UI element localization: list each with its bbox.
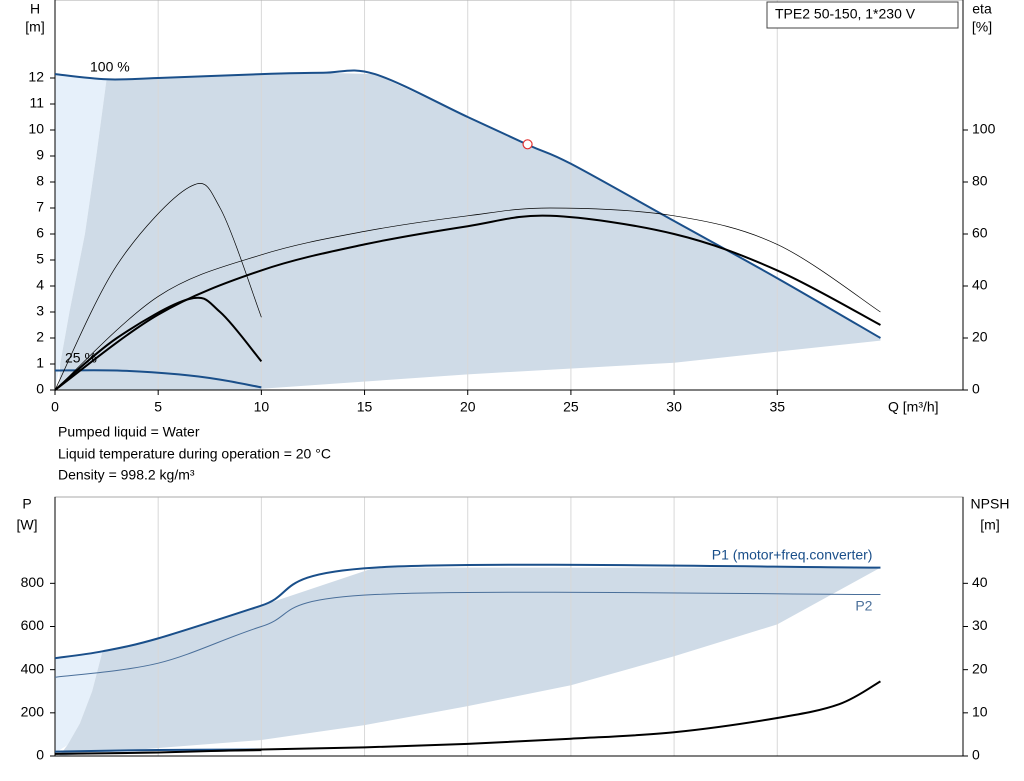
y-tick-label: 12 — [28, 69, 44, 85]
y2-tick-label: 20 — [972, 329, 988, 345]
y-tick-label: 6 — [36, 225, 44, 241]
y2-axis-label: eta — [972, 1, 992, 17]
y-tick-label: 5 — [36, 251, 44, 267]
note: Liquid temperature during operation = 20… — [58, 446, 331, 462]
y2-tick-label: 0 — [972, 747, 980, 763]
y-tick-label: 0 — [36, 747, 44, 763]
y-tick-label: 11 — [29, 95, 44, 111]
y2-tick-label: 10 — [972, 704, 988, 720]
y2-tick-label: 60 — [972, 225, 988, 241]
x-tick-label: 5 — [154, 399, 162, 415]
operating-area — [55, 651, 103, 753]
chart-title: TPE2 50-150, 1*230 V — [775, 6, 916, 22]
x-tick-label: 10 — [254, 399, 270, 415]
y-tick-label: 9 — [36, 147, 44, 163]
series-label: P2 — [855, 597, 872, 613]
y-axis-label: P — [22, 496, 31, 512]
y2-tick-label: 30 — [972, 617, 988, 633]
y2-tick-label: 40 — [972, 574, 988, 590]
x-tick-label: 25 — [563, 399, 579, 415]
y-tick-label: 3 — [36, 303, 44, 319]
y-axis-label: H — [30, 1, 40, 17]
x-tick-label: 30 — [666, 399, 682, 415]
y2-tick-label: 100 — [972, 121, 996, 137]
x-tick-label: 15 — [357, 399, 373, 415]
annotation: 100 % — [90, 59, 130, 75]
y2-tick-label: 20 — [972, 660, 988, 676]
note: Density = 998.2 kg/m³ — [58, 467, 195, 483]
y-tick-label: 8 — [36, 173, 44, 189]
operating-area — [59, 567, 881, 756]
y-tick-label: 2 — [36, 329, 44, 345]
y2-tick-label: 80 — [972, 173, 988, 189]
curve — [54, 563, 881, 660]
y2-axis-label: [m] — [980, 517, 999, 533]
y-tick-label: 10 — [28, 121, 44, 137]
y-axis-label: [m] — [25, 19, 44, 35]
x-tick-label: 0 — [51, 399, 59, 415]
y2-axis-label: NPSH — [971, 496, 1010, 512]
annotation: 25 % — [65, 350, 97, 366]
y-tick-label: 200 — [21, 704, 45, 720]
note: Pumped liquid = Water — [58, 424, 200, 440]
y-tick-label: 1 — [36, 355, 44, 371]
x-axis-label: Q [m³/h] — [888, 399, 939, 415]
curve — [54, 183, 262, 391]
curve — [54, 369, 262, 389]
y2-tick-label: 0 — [972, 381, 980, 397]
curve — [54, 680, 881, 755]
y-tick-label: 600 — [21, 617, 45, 633]
curve — [54, 296, 263, 391]
curve — [54, 69, 881, 339]
series-label: P1 (motor+freq.converter) — [712, 546, 873, 562]
y-tick-label: 0 — [36, 381, 44, 397]
y-tick-label: 400 — [21, 660, 45, 676]
operating-area — [55, 74, 107, 390]
curve — [54, 591, 881, 678]
y-tick-label: 7 — [36, 199, 44, 215]
y2-tick-label: 40 — [972, 277, 988, 293]
y2-axis-label: [%] — [972, 19, 992, 35]
y-tick-label: 4 — [36, 277, 44, 293]
curve — [54, 207, 881, 391]
x-tick-label: 35 — [769, 399, 785, 415]
operating-point — [522, 139, 533, 150]
x-tick-label: 20 — [460, 399, 476, 415]
y-axis-label: [W] — [17, 517, 38, 533]
operating-area — [59, 72, 881, 391]
title-box — [766, 1, 959, 29]
y-tick-label: 800 — [21, 574, 45, 590]
